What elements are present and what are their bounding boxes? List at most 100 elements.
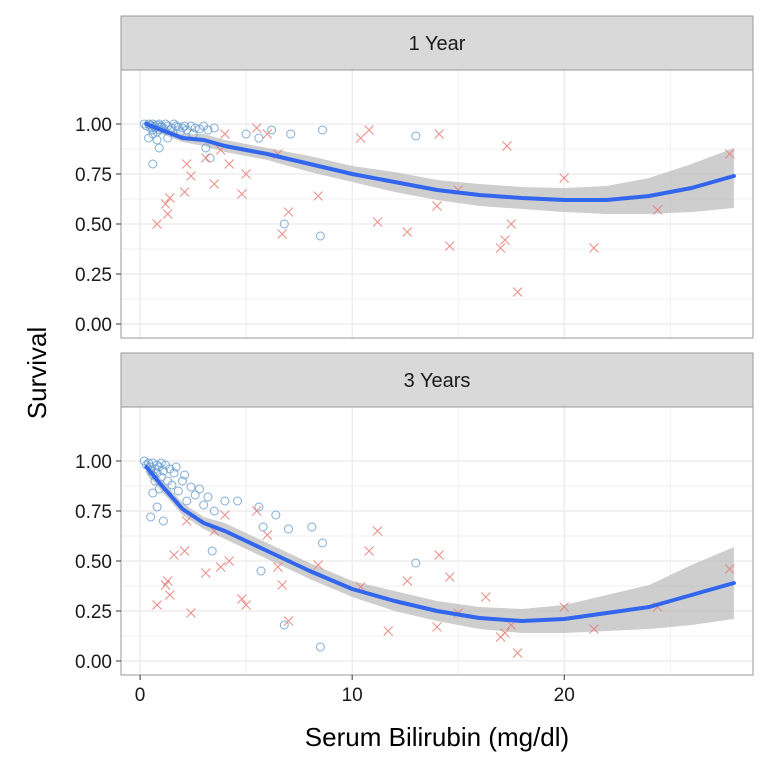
plot-area [121,407,753,675]
event-point [444,241,455,251]
censored-point [148,159,158,169]
x-axis-title: Serum Bilirubin (mg/dl) [305,722,569,752]
event-point [251,123,262,133]
event-point [164,193,175,203]
censored-point [171,462,181,472]
event-point [372,217,383,227]
event-point [241,169,251,179]
censored-point [241,129,251,139]
event-point [251,506,262,516]
censored-point [279,620,289,630]
x-axis: 0 10 20 [135,675,575,706]
censored-point [146,512,156,522]
censored-point [411,131,421,141]
x-tick-label: 0 [135,685,146,706]
data-points [139,456,735,658]
censored-point [209,123,219,133]
event-point [179,546,190,556]
smooth-line [144,122,736,202]
x-tick-label: 20 [554,685,575,706]
censored-point [195,484,204,494]
smooth-line-path [144,122,736,202]
event-point [372,526,383,536]
event-point [241,600,251,610]
x-tick-label: 10 [342,685,363,706]
censored-point [286,129,296,139]
event-point [589,243,599,253]
event-point [186,608,196,618]
y-tick-label: 0.50 [75,215,112,236]
event-point [313,560,324,570]
event-point [220,510,230,520]
y-tick-label: 0.00 [75,652,112,673]
censored-point [148,470,158,480]
censored-point [190,490,200,500]
censored-point [411,558,421,568]
confidence-band [146,461,734,633]
event-point [215,562,226,572]
censored-point [318,538,327,548]
event-point [152,600,162,610]
event-point [383,626,394,636]
event-point [434,129,444,139]
event-point [432,201,442,211]
y-tick-label: 0.00 [75,315,112,336]
event-point [181,159,192,169]
censored-point [169,468,179,478]
censored-point [167,480,177,490]
event-point [500,235,510,245]
event-point [402,227,413,237]
event-point [224,556,235,566]
censored-point [148,488,158,498]
gridlines [121,407,753,675]
event-point [559,602,570,612]
event-point [434,550,444,560]
event-point [402,576,413,586]
censored-point [180,470,190,480]
censored-point [148,129,158,139]
strip-label: 1 Year [409,33,466,55]
censored-point [186,121,196,131]
y-tick-label: 0.75 [75,502,112,523]
event-point [224,159,235,169]
event-point [559,173,570,183]
panel-strip [120,352,754,408]
event-point [364,125,374,135]
event-point [589,624,599,634]
event-point [313,191,324,201]
event-point [160,199,171,209]
confidence-band [146,120,734,214]
censored-point [203,492,213,502]
y-axis: 0.00 0.25 0.50 0.75 1.00 [75,115,121,336]
censored-point [201,143,211,153]
event-point [164,590,175,600]
y-tick-label: 0.25 [75,265,112,286]
censored-point [207,546,217,556]
censored-point [182,496,192,506]
event-point [512,648,523,658]
event-point [502,141,512,151]
gridlines [121,70,753,338]
event-point [179,187,190,197]
y-axis: 0.00 0.25 0.50 0.75 1.00 [75,452,121,673]
panel-strip [120,15,754,71]
censored-point [209,506,219,516]
event-point [200,568,211,578]
smooth-line-path [144,465,736,623]
censored-point [158,516,168,526]
y-tick-label: 1.00 [75,115,112,136]
censored-point [267,125,277,135]
y-tick-label: 0.25 [75,602,112,623]
censored-point [156,472,166,482]
censored-point [152,502,162,512]
censored-point [318,125,327,135]
event-point [495,243,506,253]
censored-point [315,231,325,241]
censored-point [156,458,166,468]
event-point [724,564,735,574]
confidence-band-area [146,120,734,214]
event-point [506,219,517,229]
event-point [273,562,283,572]
event-point [480,592,491,602]
